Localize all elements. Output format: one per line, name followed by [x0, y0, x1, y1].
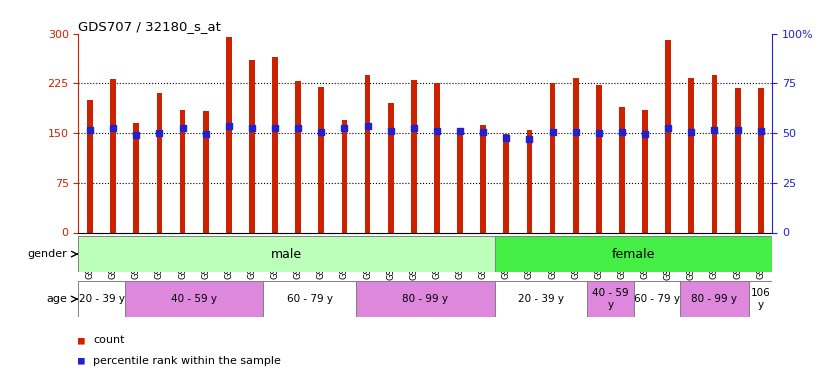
Point — [477, 129, 490, 135]
Point — [708, 127, 721, 133]
Text: age: age — [46, 294, 67, 304]
Bar — [634, 281, 680, 317]
Bar — [712, 75, 718, 232]
Point — [615, 129, 629, 135]
Bar — [550, 84, 556, 232]
Bar — [495, 236, 772, 272]
Bar — [527, 130, 533, 232]
Point — [176, 126, 189, 132]
Bar — [749, 281, 772, 317]
Bar — [226, 37, 231, 232]
Point — [685, 129, 698, 135]
Bar — [388, 104, 394, 232]
Bar — [434, 84, 439, 232]
Point — [292, 126, 305, 132]
Point — [754, 128, 767, 134]
Text: gender: gender — [27, 249, 67, 259]
Text: 80 - 99 y: 80 - 99 y — [691, 294, 738, 304]
Bar — [643, 110, 648, 232]
Point — [407, 126, 420, 132]
Bar — [87, 100, 93, 232]
Bar — [179, 110, 185, 232]
Point — [130, 132, 143, 138]
Bar — [495, 281, 587, 317]
Text: 20 - 39 y: 20 - 39 y — [78, 294, 125, 304]
Bar — [110, 79, 116, 232]
Point — [430, 128, 444, 134]
Point — [315, 129, 328, 135]
Point — [222, 123, 235, 129]
Bar — [620, 106, 625, 232]
Point — [731, 127, 744, 133]
Point — [384, 128, 397, 134]
Bar — [666, 40, 671, 232]
Bar — [573, 78, 579, 232]
Bar — [134, 123, 139, 232]
Text: ■: ■ — [78, 356, 92, 366]
Bar — [411, 80, 417, 232]
Point — [199, 132, 212, 138]
Point — [592, 130, 605, 136]
Point — [83, 127, 97, 133]
Bar — [365, 75, 370, 232]
Bar — [587, 281, 634, 317]
Bar — [263, 281, 356, 317]
Bar — [78, 281, 125, 317]
Bar — [78, 236, 495, 272]
Bar — [273, 57, 278, 232]
Bar — [125, 281, 263, 317]
Bar — [157, 93, 162, 232]
Bar — [319, 87, 324, 232]
Bar — [680, 281, 749, 317]
Text: 60 - 79 y: 60 - 79 y — [634, 294, 680, 304]
Bar — [458, 128, 463, 232]
Point — [153, 130, 166, 136]
Point — [245, 125, 259, 131]
Text: ■: ■ — [78, 335, 92, 345]
Text: 80 - 99 y: 80 - 99 y — [402, 294, 449, 304]
Text: count: count — [93, 335, 125, 345]
Text: 40 - 59
y: 40 - 59 y — [592, 288, 629, 310]
Bar — [203, 111, 208, 232]
Text: 40 - 59 y: 40 - 59 y — [171, 294, 217, 304]
Text: GDS707 / 32180_s_at: GDS707 / 32180_s_at — [78, 20, 221, 33]
Point — [453, 128, 467, 134]
Text: percentile rank within the sample: percentile rank within the sample — [93, 356, 281, 366]
Point — [662, 126, 675, 132]
Bar — [249, 60, 254, 232]
Bar — [296, 81, 301, 232]
Bar — [758, 88, 764, 232]
Bar — [596, 86, 602, 232]
Point — [638, 132, 652, 138]
Text: 20 - 39 y: 20 - 39 y — [518, 294, 564, 304]
Bar — [342, 120, 347, 232]
Text: 106
y: 106 y — [751, 288, 771, 310]
Text: male: male — [271, 248, 302, 261]
Bar — [689, 78, 695, 232]
Point — [361, 123, 374, 129]
Point — [338, 126, 351, 132]
Bar — [481, 124, 486, 232]
Bar — [735, 88, 741, 232]
Bar — [356, 281, 495, 317]
Point — [268, 125, 282, 131]
Point — [523, 136, 536, 142]
Text: 60 - 79 y: 60 - 79 y — [287, 294, 333, 304]
Point — [546, 129, 559, 135]
Bar — [504, 135, 509, 232]
Point — [569, 129, 582, 135]
Point — [500, 135, 513, 141]
Point — [107, 125, 120, 131]
Text: female: female — [612, 248, 655, 261]
